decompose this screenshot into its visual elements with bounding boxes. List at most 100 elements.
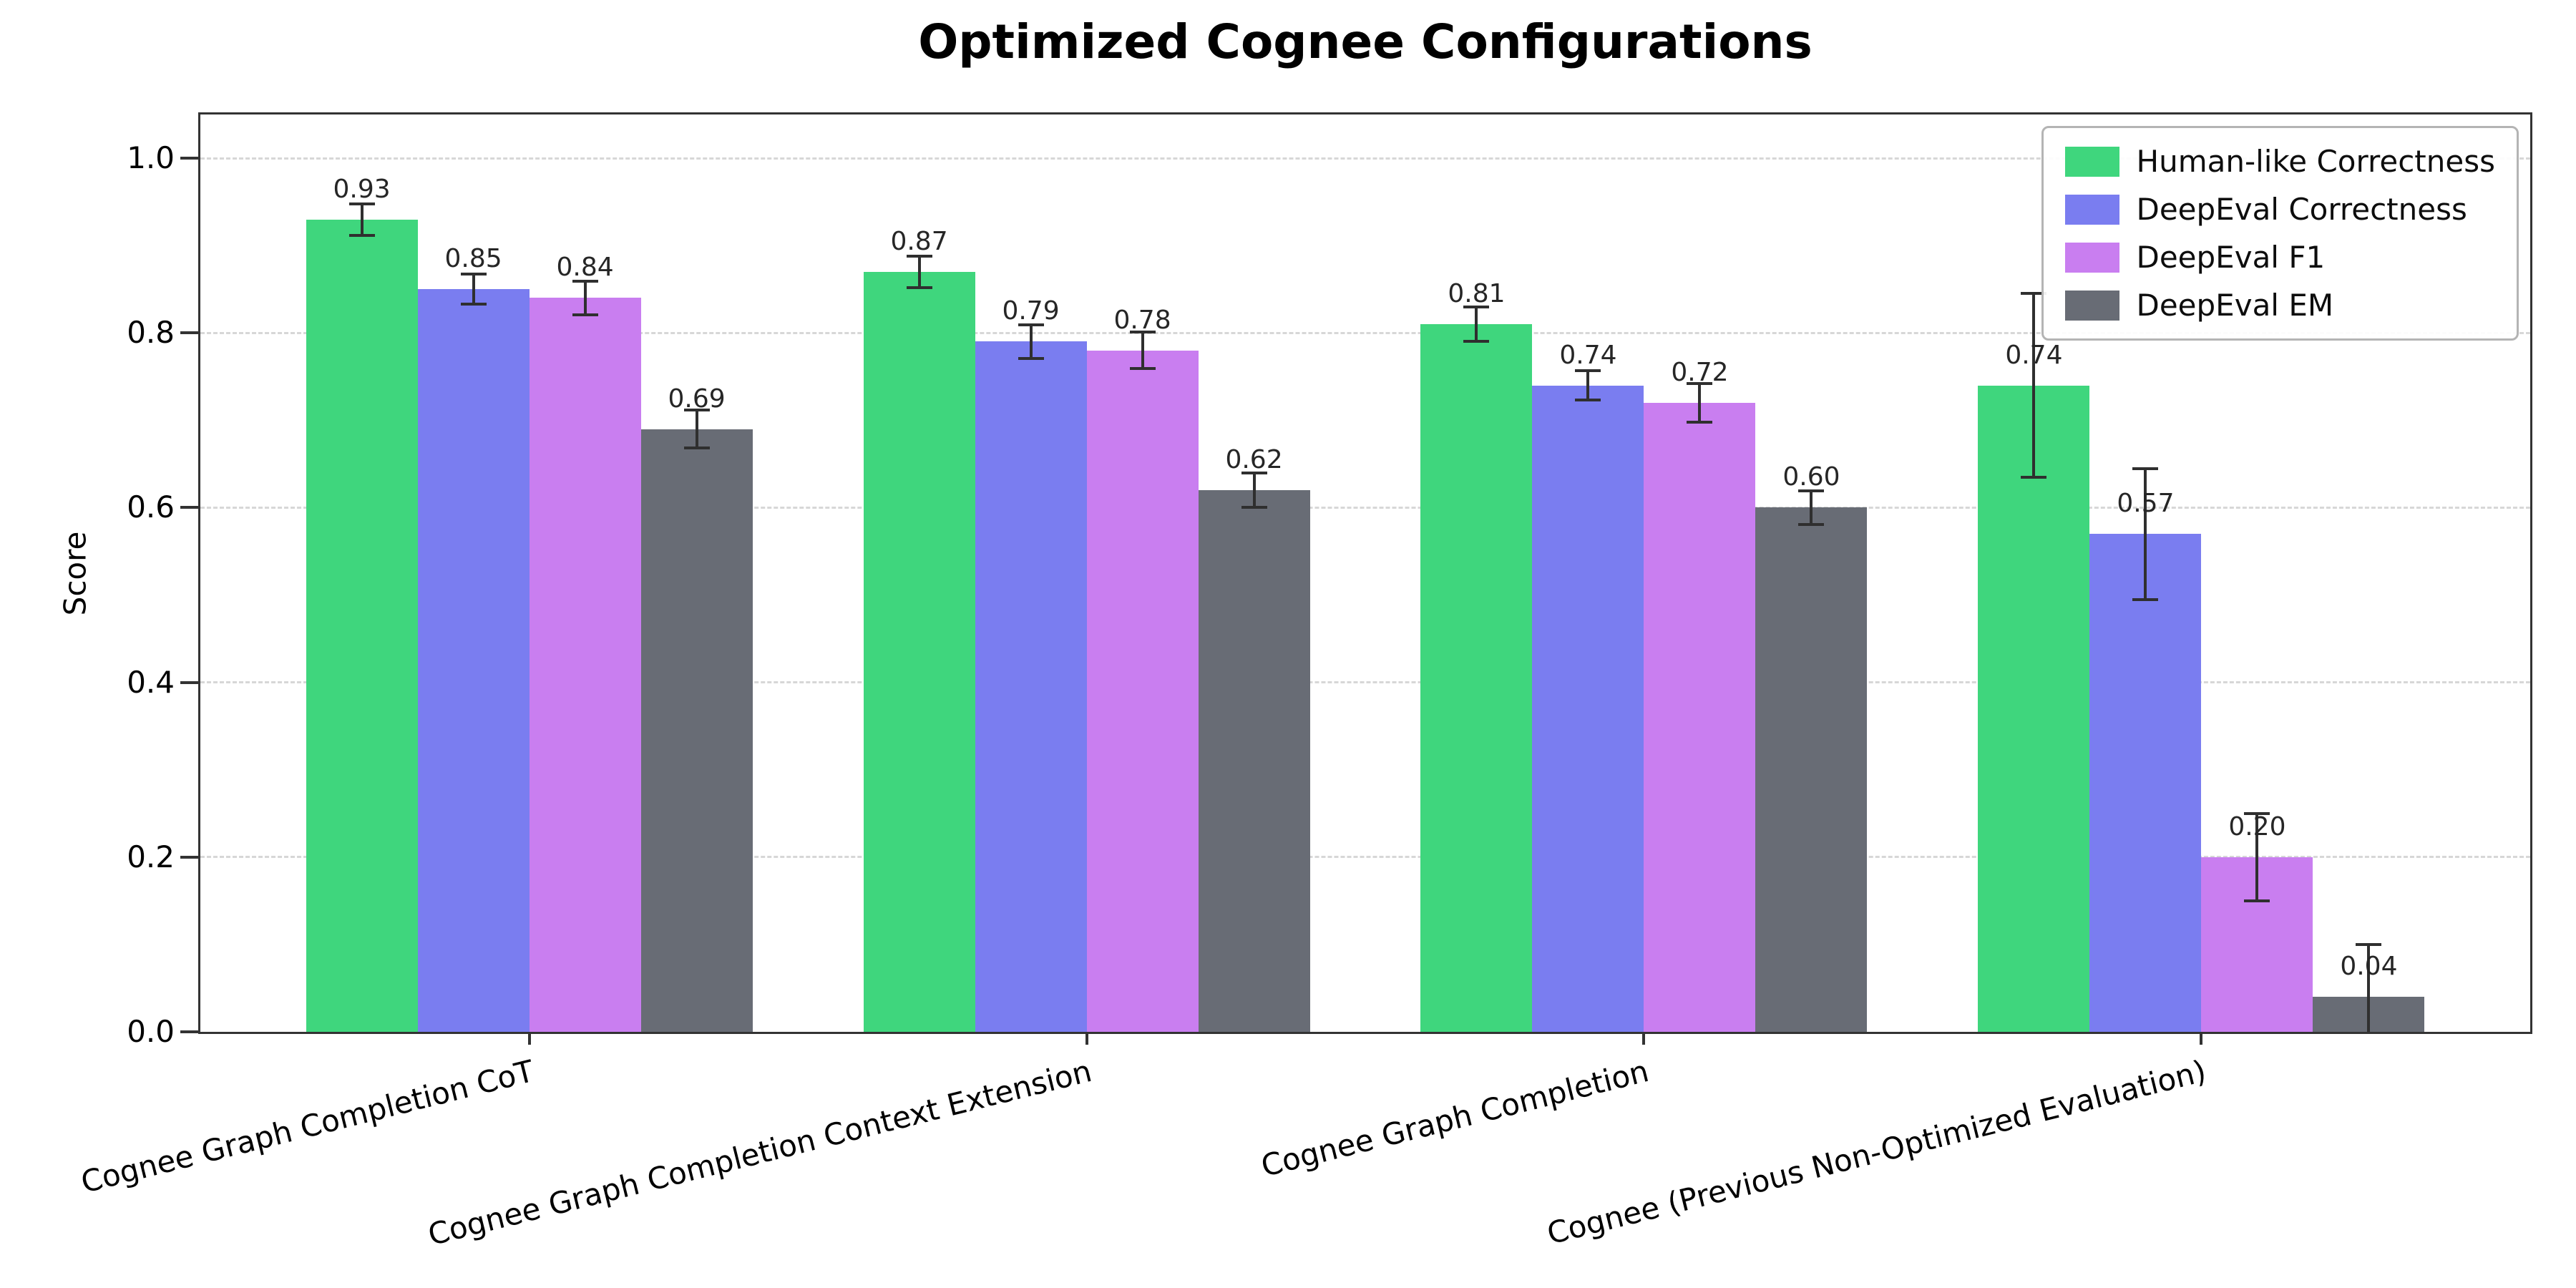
legend-label: Human-like Correctness xyxy=(2136,144,2496,179)
error-bar-cap-bottom xyxy=(1241,506,1267,509)
bar-value-label: 0.85 xyxy=(444,244,502,274)
error-bar-line xyxy=(1810,491,1813,525)
error-bar-cap-bottom xyxy=(2021,475,2047,479)
bar-value-label: 0.69 xyxy=(668,384,726,414)
bar xyxy=(863,271,975,1032)
error-bar-line xyxy=(583,281,587,315)
x-tick-label: Cognee Graph Completion CoT xyxy=(77,1053,538,1200)
bar-value-label: 0.74 xyxy=(1559,340,1617,370)
bar-value-label: 0.60 xyxy=(1782,462,1840,492)
error-bar-cap-top xyxy=(1463,305,1490,308)
legend-label: DeepEval Correctness xyxy=(2136,192,2467,227)
bar xyxy=(640,429,753,1032)
error-bar-cap-bottom xyxy=(906,286,932,289)
error-bar-line xyxy=(1029,325,1033,358)
bar-value-label: 0.81 xyxy=(1448,279,1506,309)
error-bar-cap-top xyxy=(906,254,932,258)
error-bar-cap-top xyxy=(1018,323,1044,327)
y-tick-mark xyxy=(180,506,199,509)
legend-label: DeepEval F1 xyxy=(2136,240,2326,275)
bar xyxy=(529,298,641,1032)
error-bar-line xyxy=(2367,944,2371,1032)
legend-swatch xyxy=(2064,290,2119,321)
gridline xyxy=(200,331,2530,334)
error-bar-cap-top xyxy=(1687,382,1713,386)
bar-value-label: 0.93 xyxy=(333,174,391,204)
bar xyxy=(2089,534,2202,1032)
error-bar-cap-top xyxy=(1129,331,1156,334)
gridline xyxy=(200,157,2530,160)
error-bar-cap-top xyxy=(572,280,598,283)
legend-item: DeepEval EM xyxy=(2064,288,2496,323)
bar-value-label: 0.74 xyxy=(2005,340,2063,370)
error-bar-cap-bottom xyxy=(1018,356,1044,360)
error-bar-cap-bottom xyxy=(2132,597,2159,601)
bar-value-label: 0.84 xyxy=(556,253,614,283)
bar xyxy=(306,219,418,1032)
bar xyxy=(1532,385,1644,1032)
legend-item: DeepEval Correctness xyxy=(2064,192,2496,227)
bar xyxy=(1420,324,1533,1032)
legend-label: DeepEval EM xyxy=(2136,288,2334,323)
error-bar-cap-bottom xyxy=(1463,340,1490,343)
bar-value-label: 0.78 xyxy=(1113,305,1171,335)
y-tick-mark xyxy=(180,855,199,859)
error-bar-line xyxy=(360,203,364,235)
legend: Human-like Correctness DeepEval Correctne… xyxy=(2041,126,2519,341)
error-bar-line xyxy=(2255,813,2259,901)
y-tick-label: 0.4 xyxy=(127,664,175,700)
y-tick-mark xyxy=(180,157,199,160)
bar xyxy=(1086,350,1199,1032)
error-bar-cap-top xyxy=(1575,369,1601,372)
error-bar-cap-top xyxy=(1241,471,1267,474)
error-bar-line xyxy=(1586,370,1590,401)
error-bar-line xyxy=(2032,293,2036,477)
bar-value-label: 0.62 xyxy=(1225,445,1283,475)
bar-value-label: 0.20 xyxy=(2228,811,2286,841)
legend-swatch xyxy=(2064,194,2119,225)
error-bar-line xyxy=(695,409,698,449)
bar xyxy=(1755,507,1868,1032)
error-bar-line xyxy=(917,255,921,288)
error-bar-cap-top xyxy=(348,202,375,205)
error-bar-cap-top xyxy=(460,273,487,276)
y-tick-label: 0.0 xyxy=(127,1014,175,1049)
y-tick-label: 1.0 xyxy=(127,140,175,176)
y-axis-label: Score xyxy=(57,531,93,615)
chart-title: Optimized Cognee Configurations xyxy=(918,14,1813,69)
error-bar-cap-top xyxy=(2356,942,2382,946)
bar-value-label: 0.87 xyxy=(890,226,948,256)
x-tick-mark xyxy=(1642,1032,1646,1045)
error-bar-line xyxy=(1252,472,1256,508)
error-bar-cap-top xyxy=(1798,489,1825,493)
error-bar-cap-bottom xyxy=(348,233,375,237)
error-bar-cap-top xyxy=(2021,292,2047,296)
error-bar-line xyxy=(2144,468,2147,600)
error-bar-cap-top xyxy=(683,408,710,411)
x-tick-label: Cognee Graph Completion xyxy=(1257,1053,1653,1184)
error-bar-line xyxy=(1698,384,1702,422)
error-bar-cap-top xyxy=(2132,467,2159,470)
x-tick-mark xyxy=(1085,1032,1088,1045)
legend-swatch xyxy=(2064,242,2119,273)
bar-value-label: 0.72 xyxy=(1671,357,1729,387)
x-tick-mark xyxy=(2200,1032,2203,1045)
bar-value-label: 0.57 xyxy=(2117,489,2175,519)
error-bar-cap-bottom xyxy=(1798,522,1825,526)
bar xyxy=(975,341,1087,1032)
gridline-layer xyxy=(200,114,2530,1032)
error-bar-line xyxy=(1475,306,1478,342)
y-tick-mark xyxy=(180,331,199,335)
error-bar-cap-bottom xyxy=(1575,399,1601,402)
y-tick-mark xyxy=(180,1030,199,1033)
bar xyxy=(1978,385,2090,1032)
bar xyxy=(1644,402,1756,1032)
error-bar-cap-bottom xyxy=(683,447,710,450)
legend-swatch xyxy=(2064,146,2119,177)
y-tick-label: 0.8 xyxy=(127,315,175,351)
y-tick-label: 0.2 xyxy=(127,839,175,874)
x-tick-mark xyxy=(527,1032,531,1045)
gridline xyxy=(200,681,2530,684)
error-bar-cap-bottom xyxy=(1687,420,1713,424)
